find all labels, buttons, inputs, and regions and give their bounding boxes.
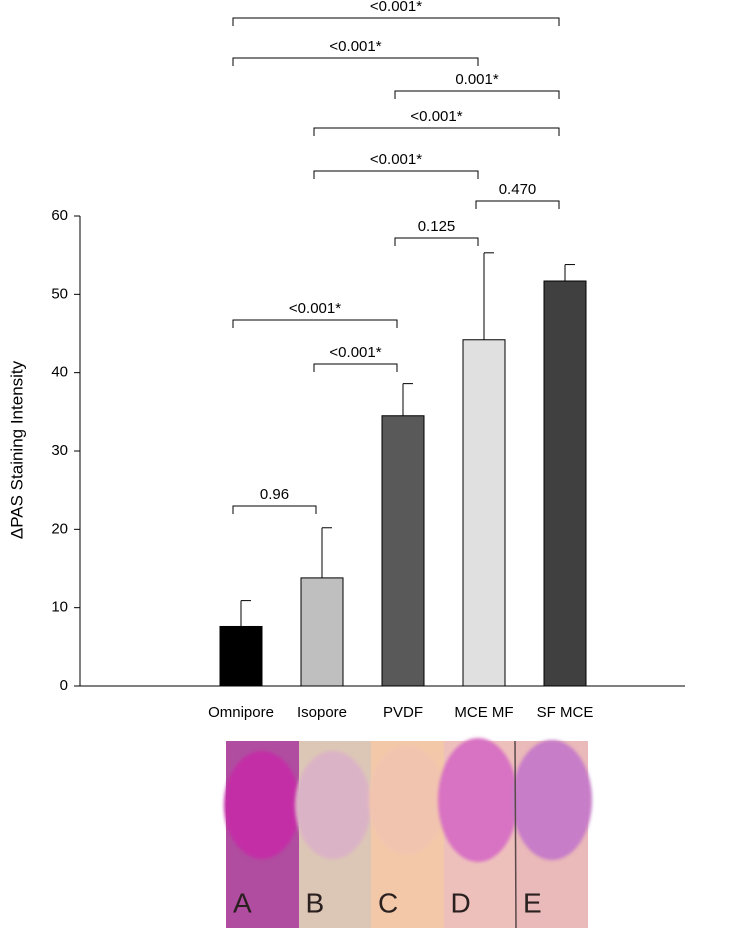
p-value: <0.001* — [410, 108, 462, 125]
p-value: 0.001* — [455, 71, 499, 88]
p-value: 0.125 — [418, 218, 456, 235]
membrane — [512, 740, 592, 860]
membrane — [224, 751, 300, 859]
p-value: 0.470 — [499, 181, 537, 198]
panel-letter: B — [306, 887, 325, 918]
membrane — [295, 751, 371, 859]
significance-bracket — [232, 17, 560, 26]
image-panels — [224, 738, 592, 928]
y-tick-label: 10 — [51, 599, 68, 616]
bar — [543, 280, 587, 687]
p-value: <0.001* — [329, 344, 381, 361]
y-tick-label: 60 — [51, 207, 68, 224]
p-value: <0.001* — [329, 38, 381, 55]
panel-letter: E — [523, 887, 542, 918]
significance-bracket — [232, 57, 479, 66]
significance-bracket — [475, 200, 560, 209]
significance-bracket — [232, 505, 317, 514]
bar — [462, 339, 506, 687]
significance-bracket — [313, 170, 479, 179]
membrane — [369, 746, 445, 854]
significance-bracket — [394, 90, 560, 99]
y-tick-label: 40 — [51, 364, 68, 381]
bar — [300, 577, 344, 687]
bar — [381, 415, 425, 687]
bar — [219, 625, 263, 687]
y-axis-label: ΔPAS Staining Intensity — [7, 360, 26, 539]
x-tick-label: MCE MF — [454, 704, 513, 721]
p-value: <0.001* — [370, 151, 422, 168]
x-tick-label: Omnipore — [208, 704, 274, 721]
panel-letter: D — [451, 887, 471, 918]
significance-bracket — [313, 127, 560, 136]
membrane — [438, 738, 518, 862]
x-tick-label: SF MCE — [537, 704, 594, 721]
p-value: <0.001* — [370, 0, 422, 15]
y-tick-label: 30 — [51, 442, 68, 459]
p-value: 0.96 — [260, 486, 289, 503]
panel-edge — [514, 740, 517, 928]
significance-bracket — [232, 319, 398, 328]
y-tick-label: 20 — [51, 520, 68, 537]
x-tick-label: PVDF — [383, 704, 423, 721]
significance-bracket — [394, 237, 479, 246]
x-tick-label: Isopore — [297, 704, 347, 721]
significance-bracket — [313, 363, 398, 372]
p-value: <0.001* — [289, 300, 341, 317]
y-tick-label: 0 — [60, 677, 68, 694]
y-tick-label: 50 — [51, 285, 68, 302]
panel-letter: A — [233, 887, 252, 918]
panel-letter: C — [378, 887, 398, 918]
